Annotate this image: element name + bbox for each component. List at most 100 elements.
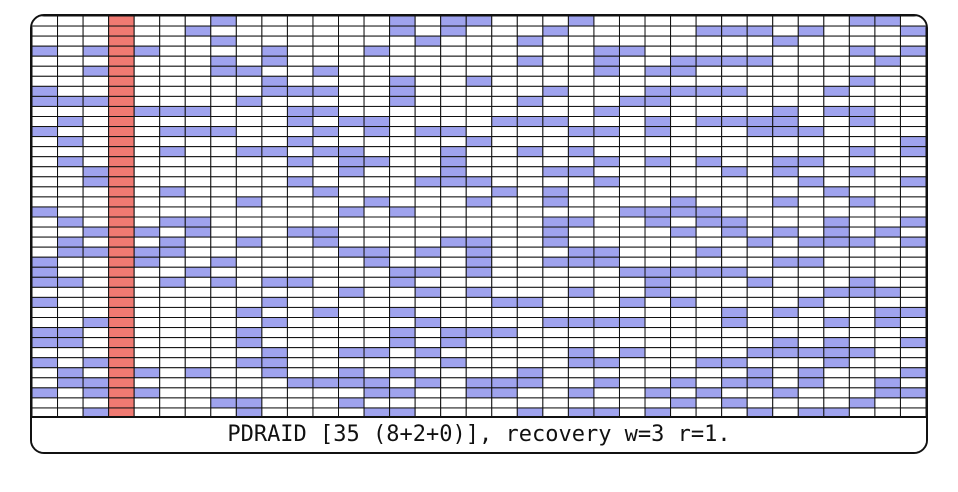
- stripe-cell: [772, 276, 799, 288]
- stripe-cell: [235, 286, 263, 298]
- recovery-read-cell: [516, 116, 544, 128]
- stripe-cell: [286, 55, 314, 67]
- stripe-cell: [363, 146, 391, 158]
- stripe-cell: [516, 85, 544, 97]
- recovery-read-cell: [721, 266, 748, 278]
- stripe-cell: [82, 216, 110, 228]
- recovery-read-cell: [746, 347, 774, 359]
- stripe-cell: [746, 256, 774, 268]
- recovery-read-cell: [286, 105, 314, 117]
- recovery-read-cell: [670, 85, 697, 97]
- stripe-cell: [235, 166, 263, 178]
- diagram-frame: PDRAID [35 (8+2+0)], recovery w=3 r=1.: [30, 14, 928, 454]
- stripe-cell: [465, 296, 493, 308]
- stripe-cell: [516, 276, 544, 288]
- stripe-cell: [414, 216, 442, 228]
- stripe-cell: [772, 236, 799, 248]
- stripe-cell: [567, 186, 595, 198]
- recovery-read-cell: [312, 306, 340, 319]
- stripe-cell: [823, 256, 850, 268]
- recovery-read-cell: [57, 236, 84, 248]
- stripe-cell: [82, 16, 110, 27]
- stripe-cell: [670, 337, 697, 349]
- stripe-cell: [57, 226, 84, 238]
- stripe-cell: [414, 306, 442, 319]
- stripe-cell: [491, 347, 518, 359]
- stripe-cell: [899, 35, 926, 47]
- recovery-read-cell: [363, 246, 391, 258]
- stripe-cell: [516, 286, 544, 298]
- stripe-cell: [618, 166, 646, 178]
- stripe-cell: [746, 16, 774, 27]
- stripe-cell: [184, 136, 212, 148]
- stripe-cell: [516, 126, 544, 138]
- stripe-cell: [516, 186, 544, 198]
- stripe-cell: [312, 55, 340, 67]
- recovery-read-cell: [644, 85, 672, 97]
- stripe-cell: [874, 65, 901, 77]
- stripe-cell: [133, 337, 161, 349]
- recovery-read-cell: [312, 186, 340, 198]
- stripe-cell: [57, 45, 84, 57]
- stripe-cell: [593, 306, 620, 319]
- disk-stripe-grid: [32, 16, 926, 418]
- stripe-cell: [133, 136, 161, 148]
- stripe-cell: [57, 286, 84, 298]
- recovery-read-cell: [899, 146, 926, 158]
- stripe-cell: [286, 286, 314, 298]
- stripe-cell: [32, 347, 59, 359]
- stripe-cell: [899, 357, 926, 369]
- stripe-cell: [235, 266, 263, 278]
- stripe-cell: [338, 306, 365, 319]
- stripe-cell: [670, 246, 697, 258]
- stripe-cell: [899, 65, 926, 77]
- recovery-read-cell: [848, 286, 876, 298]
- stripe-cell: [567, 35, 595, 47]
- stripe-cell: [210, 45, 237, 57]
- stripe-cell: [440, 377, 467, 389]
- stripe-cell: [644, 357, 672, 369]
- recovery-read-cell: [644, 286, 672, 298]
- stripe-cell: [670, 105, 697, 117]
- stripe-cell: [286, 246, 314, 258]
- stripe-cell: [338, 75, 365, 87]
- stripe-cell: [159, 357, 186, 369]
- stripe-cell: [746, 176, 774, 188]
- stripe-cell: [823, 166, 850, 178]
- failed-disk-cell: [108, 206, 135, 218]
- recovery-read-cell: [465, 387, 493, 399]
- stripe-cell: [670, 216, 697, 228]
- stripe-cell: [235, 276, 263, 288]
- stripe-cell: [874, 246, 901, 258]
- stripe-cell: [338, 25, 365, 37]
- stripe-cell: [516, 337, 544, 349]
- stripe-cell: [695, 317, 723, 329]
- stripe-cell: [721, 45, 748, 57]
- stripe-cell: [721, 327, 748, 339]
- recovery-read-cell: [593, 45, 620, 57]
- recovery-read-cell: [899, 337, 926, 349]
- stripe-cell: [874, 206, 901, 218]
- stripe-cell: [312, 16, 340, 27]
- stripe-cell: [618, 387, 646, 399]
- stripe-cell: [184, 45, 212, 57]
- stripe-cell: [618, 146, 646, 158]
- recovery-read-cell: [338, 146, 365, 158]
- stripe-cell: [593, 347, 620, 359]
- stripe-cell: [721, 236, 748, 248]
- recovery-read-cell: [874, 16, 901, 27]
- stripe-cell: [133, 377, 161, 389]
- recovery-read-cell: [261, 85, 288, 97]
- stripe-cell: [235, 216, 263, 228]
- stripe-cell: [82, 55, 110, 67]
- stripe-cell: [618, 85, 646, 97]
- stripe-cell: [823, 397, 850, 409]
- stripe-cell: [721, 126, 748, 138]
- stripe-cell: [644, 306, 672, 319]
- recovery-read-cell: [823, 347, 850, 359]
- failed-disk-cell: [108, 75, 135, 87]
- stripe-cell: [491, 276, 518, 288]
- stripe-cell: [159, 306, 186, 319]
- stripe-cell: [440, 206, 467, 218]
- stripe-cell: [312, 286, 340, 298]
